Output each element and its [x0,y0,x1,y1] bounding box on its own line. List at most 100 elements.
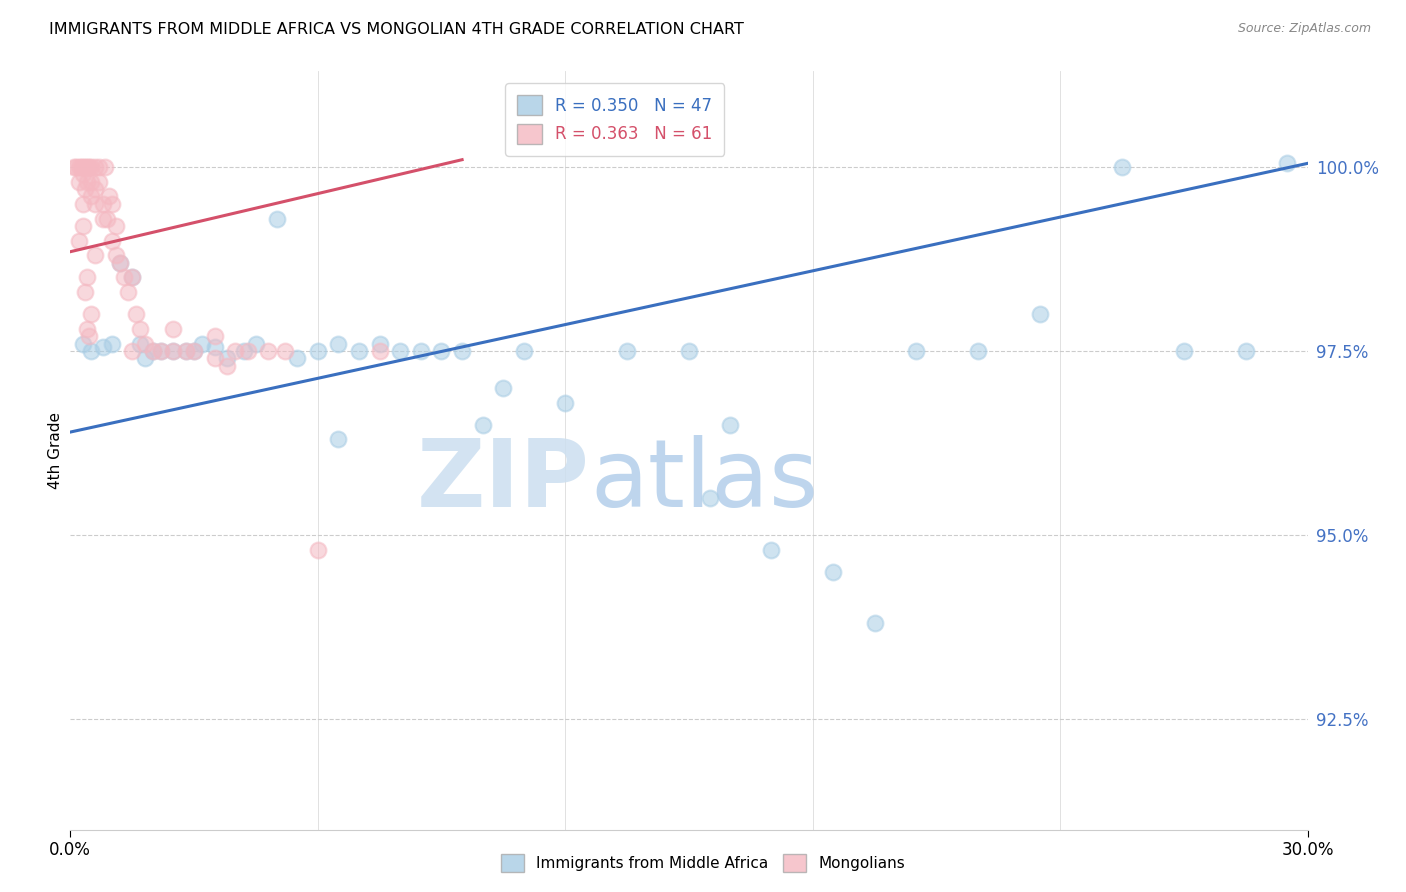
Point [232,344,254,359]
Point [492,381,515,395]
Point [1275,156,1298,170]
Point [409,344,432,359]
Point [183,344,205,359]
Text: ZIP: ZIP [418,434,591,527]
Point [204,351,226,366]
Point [204,340,226,354]
Text: atlas: atlas [591,434,818,527]
Point [513,344,536,359]
Point [224,344,246,359]
Point [368,336,391,351]
Point [142,344,165,359]
Point [73,182,96,196]
Point [162,344,184,359]
Point [65,160,87,174]
Point [368,344,391,359]
Point [73,285,96,300]
Point [204,329,226,343]
Point [117,285,139,300]
Legend: Immigrants from Middle Africa, Mongolians: Immigrants from Middle Africa, Mongolian… [494,846,912,880]
Point [63,160,86,174]
Point [121,344,143,359]
Point [150,344,173,359]
Point [108,256,131,270]
Point [215,359,238,373]
Point [125,307,148,321]
Point [72,160,94,174]
Point [67,234,90,248]
Point [80,160,103,174]
Point [80,189,103,203]
Point [554,395,576,409]
Point [389,344,412,359]
Point [76,160,98,174]
Point [328,433,350,447]
Point [76,175,98,189]
Point [134,336,156,351]
Point [91,340,114,354]
Point [80,175,103,189]
Point [100,336,122,351]
Point [94,160,117,174]
Point [1028,307,1050,321]
Point [245,336,267,351]
Point [142,344,165,359]
Point [183,344,205,359]
Point [72,197,94,211]
Point [67,175,90,189]
Point [129,322,152,336]
Point [84,160,107,174]
Point [104,248,127,262]
Point [471,417,494,432]
Text: IMMIGRANTS FROM MIDDLE AFRICA VS MONGOLIAN 4TH GRADE CORRELATION CHART: IMMIGRANTS FROM MIDDLE AFRICA VS MONGOLI… [49,22,744,37]
Point [77,160,100,174]
Point [129,336,152,351]
Point [904,344,927,359]
Point [98,189,121,203]
Point [285,351,308,366]
Point [347,344,370,359]
Point [430,344,453,359]
Point [266,211,288,226]
Legend: R = 0.350   N = 47, R = 0.363   N = 61: R = 0.350 N = 47, R = 0.363 N = 61 [505,84,724,156]
Point [150,344,173,359]
Point [77,329,100,343]
Point [112,270,135,285]
Point [162,322,184,336]
Point [76,270,98,285]
Point [104,219,127,233]
Text: Source: ZipAtlas.com: Source: ZipAtlas.com [1237,22,1371,36]
Point [72,336,94,351]
Point [121,270,143,285]
Point [121,270,143,285]
Point [69,160,91,174]
Point [174,344,197,359]
Point [91,211,114,226]
Point [67,160,90,174]
Point [1111,160,1133,174]
Point [84,248,107,262]
Point [84,197,107,211]
Point [162,344,184,359]
Point [215,351,238,366]
Point [80,307,103,321]
Point [616,344,638,359]
Point [307,344,329,359]
Point [307,542,329,557]
Y-axis label: 4th Grade: 4th Grade [48,412,63,489]
Point [761,542,783,557]
Point [1173,344,1195,359]
Point [699,491,721,506]
Point [72,219,94,233]
Point [236,344,259,359]
Point [100,234,122,248]
Point [96,211,118,226]
Point [84,182,107,196]
Point [80,344,103,359]
Point [72,168,94,182]
Point [678,344,700,359]
Point [89,160,111,174]
Point [966,344,988,359]
Point [100,197,122,211]
Point [91,197,114,211]
